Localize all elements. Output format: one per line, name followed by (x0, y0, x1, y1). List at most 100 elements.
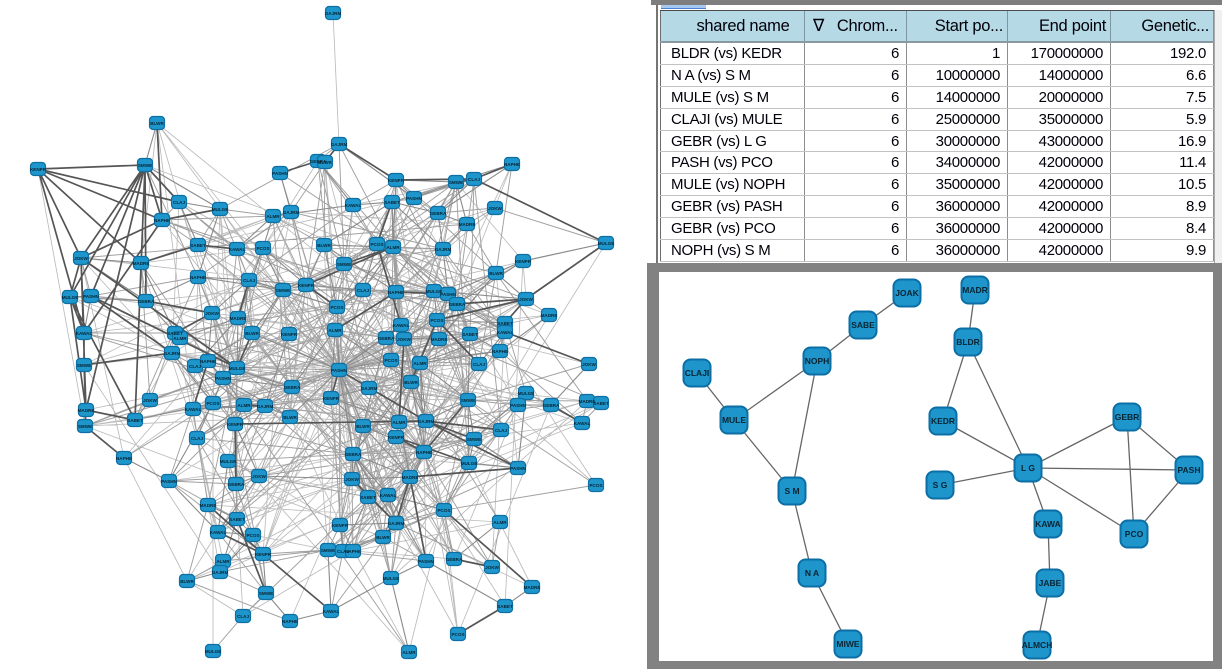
svg-text:MADRE: MADRE (541, 313, 558, 318)
svg-text:JOKW: JOKW (488, 206, 502, 211)
svg-text:BLWR: BLWR (376, 535, 390, 540)
svg-text:MADRE: MADRE (579, 399, 596, 404)
svg-text:GEBRA: GEBRA (228, 482, 245, 487)
svg-text:GEBRA: GEBRA (138, 299, 155, 304)
svg-text:ALMR: ALMR (386, 245, 400, 250)
svg-text:SABET: SABET (593, 401, 609, 406)
svg-text:KENPR: KENPR (298, 283, 315, 288)
svg-text:CLAJ: CLAJ (189, 364, 201, 369)
svg-text:NAPHE: NAPHE (345, 549, 361, 554)
svg-text:GAJRM: GAJRM (331, 142, 348, 147)
svg-text:NAPHE: NAPHE (492, 349, 508, 354)
svg-text:SMWE: SMWE (259, 591, 273, 596)
svg-text:GEBRA: GEBRA (446, 557, 463, 562)
svg-text:CLAJ: CLAJ (473, 362, 485, 367)
svg-text:CLAJ: CLAJ (243, 278, 255, 283)
svg-text:JOKW: JOKW (519, 297, 533, 302)
svg-text:MADRE: MADRE (524, 585, 541, 590)
svg-text:MADRE: MADRE (230, 316, 247, 321)
svg-text:KAWAL: KAWAL (574, 421, 591, 426)
svg-text:GAJRM: GAJRM (388, 521, 405, 526)
svg-text:BLWR: BLWR (356, 424, 370, 429)
svg-text:ALMR: ALMR (266, 214, 280, 219)
svg-text:GAJRM: GAJRM (257, 404, 274, 409)
svg-text:NAPHE: NAPHE (504, 162, 520, 167)
svg-text:SABET: SABET (127, 418, 143, 423)
svg-text:GEBRA: GEBRA (430, 211, 447, 216)
svg-text:MULGE: MULGE (220, 459, 237, 464)
svg-text:JOKW: JOKW (345, 477, 359, 482)
svg-text:JOKW: JOKW (582, 362, 596, 367)
svg-text:MULGE: MULGE (212, 207, 229, 212)
svg-text:CLAJ: CLAJ (237, 614, 249, 619)
svg-text:PASHN: PASHN (331, 368, 347, 373)
svg-text:MADR: MADR (962, 285, 988, 295)
svg-text:MADRE: MADRE (431, 337, 448, 342)
svg-text:GEBRA: GEBRA (345, 452, 362, 457)
svg-text:PASHN: PASHN (510, 403, 526, 408)
svg-text:BLWR: BLWR (317, 243, 331, 248)
svg-text:CLAJ: CLAJ (495, 428, 507, 433)
svg-text:ALMR: ALMR (493, 520, 507, 525)
svg-text:PASHN: PASHN (215, 376, 231, 381)
svg-text:JOKW: JOKW (143, 398, 157, 403)
svg-text:PASHN: PASHN (418, 559, 434, 564)
svg-text:SABET: SABET (462, 332, 478, 337)
svg-text:KENPR: KENPR (255, 552, 272, 557)
svg-text:PCOS: PCOS (206, 401, 219, 406)
svg-text:KENPR: KENPR (227, 422, 244, 427)
svg-text:MULGE: MULGE (205, 649, 222, 654)
svg-text:KAWAL: KAWAL (380, 493, 397, 498)
svg-text:GAJRM: GAJRM (164, 351, 181, 356)
svg-text:PCOS: PCOS (437, 508, 450, 513)
svg-text:S G: S G (933, 480, 948, 490)
svg-text:SABE: SABE (851, 320, 875, 330)
svg-text:BLWR: BLWR (404, 380, 418, 385)
svg-text:ALMR: ALMR (237, 403, 251, 408)
svg-text:PCO: PCO (1125, 529, 1144, 539)
svg-text:CLAJ: CLAJ (191, 436, 203, 441)
svg-text:S M: S M (784, 486, 799, 496)
svg-text:MADRE: MADRE (133, 261, 150, 266)
svg-text:MADRE: MADRE (200, 503, 217, 508)
svg-text:ALMR: ALMR (392, 420, 406, 425)
svg-text:NAPHE: NAPHE (282, 619, 298, 624)
svg-text:PCOS: PCOS (451, 632, 464, 637)
svg-text:SABET: SABET (360, 495, 376, 500)
svg-text:MULGE: MULGE (383, 576, 400, 581)
svg-text:GAJRM: GAJRM (418, 419, 435, 424)
svg-text:NAPHE: NAPHE (200, 359, 216, 364)
svg-text:CLAJ: CLAJ (357, 288, 369, 293)
svg-text:MULGE: MULGE (229, 366, 246, 371)
svg-text:KAWAL: KAWAL (393, 323, 410, 328)
svg-text:MULGE: MULGE (426, 289, 443, 294)
svg-text:NAPHE: NAPHE (116, 456, 132, 461)
svg-text:PASHN: PASHN (440, 292, 456, 297)
svg-text:PCOS: PCOS (384, 358, 397, 363)
svg-text:BLWR: BLWR (283, 415, 297, 420)
svg-text:SABET: SABET (190, 243, 206, 248)
svg-text:PCOS: PCOS (330, 305, 343, 310)
svg-text:GEBR: GEBR (1115, 412, 1140, 422)
svg-text:SMWE: SMWE (461, 398, 475, 403)
svg-text:ALMR: ALMR (216, 559, 230, 564)
svg-text:MULGE: MULGE (62, 295, 79, 300)
svg-text:KENPR: KENPR (388, 435, 405, 440)
svg-text:KAWAL: KAWAL (210, 530, 227, 535)
svg-text:KEDR: KEDR (931, 416, 955, 426)
svg-text:JOKW: JOKW (485, 565, 499, 570)
svg-text:KENPR: KENPR (30, 167, 47, 172)
svg-text:SMWE: SMWE (321, 548, 335, 553)
svg-text:MADRE: MADRE (459, 222, 476, 227)
svg-text:GEBRA: GEBRA (378, 336, 395, 341)
svg-text:KAWAL: KAWAL (497, 330, 514, 335)
svg-text:CLAJI: CLAJI (685, 368, 710, 378)
svg-text:GEBRA: GEBRA (284, 385, 301, 390)
svg-text:NAPHE: NAPHE (388, 290, 404, 295)
svg-text:JOAK: JOAK (895, 288, 919, 298)
svg-text:BLDR: BLDR (956, 337, 980, 347)
svg-text:KENPR: KENPR (515, 259, 532, 264)
svg-text:MULE: MULE (722, 415, 746, 425)
svg-text:SABET: SABET (229, 517, 245, 522)
svg-text:NAPHE: NAPHE (416, 450, 432, 455)
